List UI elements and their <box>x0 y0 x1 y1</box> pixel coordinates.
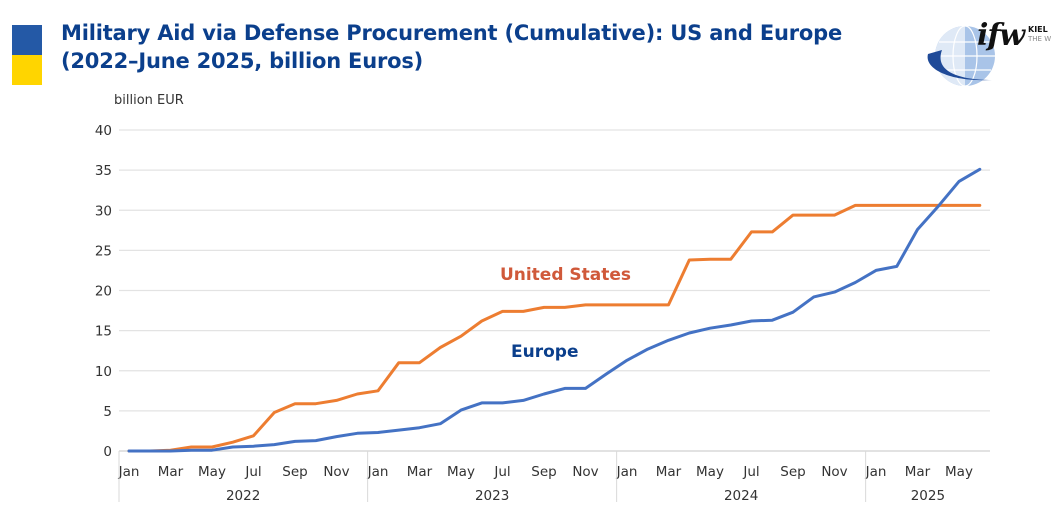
logo-subtitle-text: THE W <box>1028 35 1052 43</box>
x-tick-label: Nov <box>572 464 598 480</box>
y-tick-label: 40 <box>95 123 112 139</box>
x-axis: Jan Mar May Jul Sep Nov Jan Mar May Jul Sep Nov Jan M… <box>118 451 973 504</box>
logo-kiel-text: KIEL <box>1028 25 1048 34</box>
year-label: 2024 <box>724 488 758 504</box>
x-tick-label: Jan <box>865 464 887 480</box>
x-tick-label: Mar <box>656 464 682 480</box>
x-tick-label: Sep <box>780 464 805 480</box>
x-tick-label: Jan <box>367 464 389 480</box>
x-tick-label: Jan <box>616 464 638 480</box>
chart-title: Military Aid via Defense Procurement (Cu… <box>61 19 842 75</box>
y-tick-label: 35 <box>95 163 112 179</box>
year-label: 2022 <box>226 488 260 504</box>
x-tick-label: May <box>945 464 973 480</box>
x-tick-label: Nov <box>821 464 847 480</box>
series-line-united-states <box>127 203 982 453</box>
x-tick-label: Jul <box>493 464 510 480</box>
series-lines <box>127 167 982 453</box>
x-tick-label: Jul <box>742 464 759 480</box>
x-tick-label: Sep <box>282 464 307 480</box>
y-tick-label: 15 <box>95 324 112 340</box>
y-tick-label: 30 <box>95 203 112 219</box>
series-label-united-states: United States <box>500 265 631 285</box>
y-tick-label: 25 <box>95 243 112 259</box>
year-label: 2023 <box>475 488 509 504</box>
ukraine-flag-icon <box>12 25 42 85</box>
x-tick-label: May <box>447 464 475 480</box>
gridlines <box>119 129 990 452</box>
ifw-logo <box>920 14 1055 94</box>
x-tick-label: Sep <box>531 464 556 480</box>
flag-blue-stripe <box>12 25 42 55</box>
globe-icon <box>927 25 995 87</box>
y-axis-unit-label: billion EUR <box>114 93 184 108</box>
series-line-europe <box>127 167 982 453</box>
x-tick-label: Jul <box>244 464 261 480</box>
chart-title-line2: (2022–June 2025, billion Euros) <box>61 49 424 73</box>
chart-title-line1: Military Aid via Defense Procurement (Cu… <box>61 21 843 45</box>
logo-mark: ifw <box>977 18 1025 53</box>
series-labels: United States Europe <box>500 265 631 362</box>
y-tick-label: 10 <box>95 364 112 380</box>
series-label-europe: Europe <box>511 342 578 362</box>
x-tick-label: Mar <box>407 464 433 480</box>
y-tick-label: 0 <box>103 444 112 460</box>
year-label: 2025 <box>911 488 945 504</box>
y-tick-label: 5 <box>103 404 112 420</box>
x-tick-label: May <box>696 464 724 480</box>
x-tick-label: Mar <box>905 464 931 480</box>
x-tick-label: May <box>198 464 226 480</box>
flag-yellow-stripe <box>12 55 42 85</box>
y-axis-ticks: 0 5 10 15 20 25 30 35 40 <box>95 123 112 460</box>
y-tick-label: 20 <box>95 284 112 300</box>
x-tick-label: Mar <box>158 464 184 480</box>
x-tick-label: Jan <box>118 464 140 480</box>
x-tick-label: Nov <box>323 464 349 480</box>
